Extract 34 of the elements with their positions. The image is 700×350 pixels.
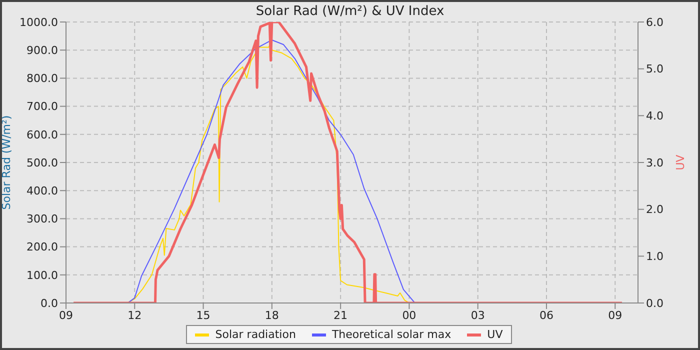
line-series [127, 39, 416, 303]
legend-label: UV [486, 328, 503, 341]
y2-tick-label: 1.0 [646, 250, 664, 264]
y-tick-label: 500.0 [26, 156, 58, 170]
chart-title: Solar Rad (W/m²) & UV Index [256, 4, 444, 19]
y-tick-label: 900.0 [26, 44, 58, 58]
y2-tick-label: 0.0 [646, 296, 664, 310]
x-tick-label: 18 [264, 308, 279, 322]
y2-tick-label: 5.0 [646, 62, 664, 76]
y2-tick-label: 3.0 [646, 156, 664, 170]
y-tick-label: 200.0 [26, 240, 58, 254]
y-tick-label: 700.0 [26, 100, 58, 114]
y2-axis-title: UV [674, 154, 687, 170]
x-tick-label: 06 [539, 308, 554, 322]
y-tick-label: 800.0 [26, 72, 58, 86]
x-tick-label: 12 [128, 308, 142, 322]
legend-label: Theoretical solar max [330, 328, 452, 341]
y2-tick-label: 6.0 [646, 16, 664, 29]
x-tick-label: 09 [59, 308, 73, 322]
y-tick-label: 100.0 [26, 268, 58, 282]
y2-tick-label: 2.0 [646, 203, 664, 216]
y-tick-label: 300.0 [26, 212, 58, 226]
y2-tick-label: 4.0 [646, 110, 664, 123]
y-tick-label: 1000.0 [20, 16, 58, 29]
x-tick-label: 15 [196, 308, 210, 322]
y-axis-title: Solar Rad (W/m²) [0, 115, 13, 210]
x-tick-label: 21 [334, 308, 348, 322]
x-tick-label: 09 [608, 308, 622, 322]
y-tick-label: 400.0 [26, 184, 58, 198]
y-tick-label: 0.0 [40, 296, 58, 310]
x-tick-label: 03 [470, 308, 485, 322]
x-tick-label: 00 [402, 308, 416, 322]
legend-label: Solar radiation [214, 328, 296, 341]
y-tick-label: 600.0 [26, 128, 58, 142]
